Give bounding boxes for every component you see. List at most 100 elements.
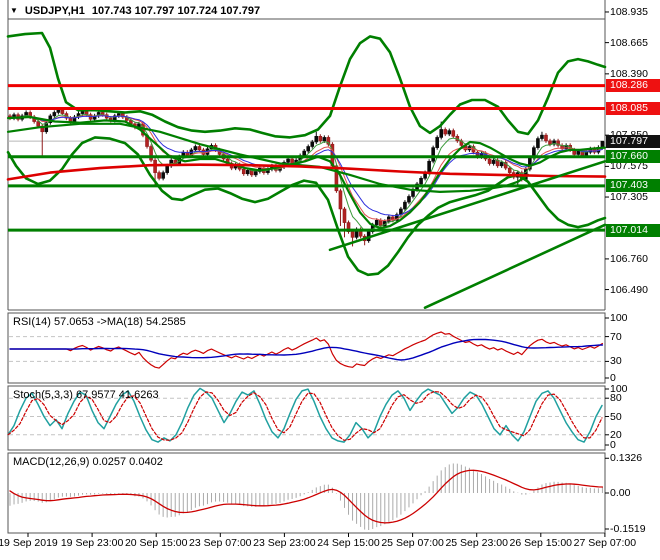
ohlc-readout: 107.743 107.797 107.724 107.797	[91, 4, 261, 17]
long-ma-red-line	[6, 163, 607, 181]
candle-body	[254, 171, 258, 176]
time-axis-label: 24 Sep 15:00	[317, 537, 380, 549]
level-price-badge: 108.085	[606, 101, 660, 115]
candle-body	[326, 137, 331, 145]
symbol-dropdown-icon[interactable]: ▼	[10, 5, 18, 15]
candle-body	[193, 146, 198, 151]
candle-body	[322, 137, 327, 142]
price-axis-label: 106.490	[610, 283, 648, 296]
candle-body	[536, 138, 540, 148]
stoch-axis-label: 80	[610, 392, 622, 405]
rsi-indicator-label: RSI(14) 57.0653 ->MA(18) 54.2585	[13, 316, 186, 328]
macd-axis-label: -0.1519	[610, 523, 646, 535]
trendline-2	[423, 223, 607, 310]
level-price-badge: 107.660	[606, 150, 660, 164]
rsi-axis-label: 30	[610, 355, 622, 368]
candle-body	[548, 140, 552, 145]
candle-body	[149, 146, 153, 161]
candle-body	[342, 208, 347, 223]
candle-body	[491, 159, 496, 164]
stoch-d-line	[7, 390, 603, 441]
price-axis-label: 106.760	[610, 252, 648, 265]
stoch-axis-label: 0	[610, 439, 616, 451]
time-axis-label: 23 Sep 07:00	[189, 537, 252, 549]
macd-axis-label: 0.00	[610, 487, 631, 499]
candle-body	[318, 135, 323, 142]
price-axis-label: 108.390	[610, 67, 648, 80]
macd-signal-line	[9, 469, 604, 524]
trendline-1	[328, 160, 607, 252]
candle-body	[439, 129, 444, 138]
stoch-indicator-label: Stoch(5,3,3) 67.9577 41.6263	[13, 389, 159, 401]
candle-body	[60, 109, 65, 114]
time-axis-label: 25 Sep 23:00	[445, 537, 508, 549]
time-axis-label: 26 Sep 15:00	[509, 537, 573, 549]
candle-body	[374, 220, 379, 226]
candle-body	[161, 172, 165, 179]
candle-body	[407, 196, 411, 203]
price-axis-label: 107.575	[610, 160, 648, 173]
stoch-axis-label: 20	[610, 428, 622, 441]
price-axis-label: 107.305	[610, 191, 648, 204]
candle-body	[419, 178, 423, 185]
candle-body	[36, 121, 41, 127]
rsi-ma-line	[9, 338, 604, 361]
time-axis-label: 19 Sep 23:00	[60, 537, 124, 549]
candle-body	[197, 146, 202, 151]
band-upper-line	[6, 31, 607, 139]
time-axis-label: 27 Sep 07:00	[573, 537, 637, 549]
main-chart-plot-area[interactable]	[8, 19, 605, 310]
candle-body	[241, 168, 246, 175]
stoch-axis-label: 50	[610, 410, 622, 423]
level-price-badge: 107.403	[606, 179, 660, 193]
chart-header: ▼ USDJPY,H1 107.743 107.797 107.724 107.…	[10, 3, 260, 18]
candle-body	[556, 140, 560, 146]
candle-body	[346, 222, 351, 232]
price-axis-label: 108.935	[610, 5, 648, 18]
candle-body	[576, 150, 581, 155]
time-axis-label: 23 Sep 23:00	[253, 537, 316, 549]
candle-body	[544, 134, 548, 142]
candle-body	[52, 112, 57, 117]
candle-body	[245, 170, 250, 175]
candle-body	[157, 172, 161, 179]
candle-body	[451, 130, 456, 137]
candle-body	[387, 216, 391, 222]
candle-body	[487, 158, 492, 164]
candle-body	[447, 130, 452, 135]
candle-body	[540, 134, 544, 139]
candle-body	[350, 231, 355, 238]
macd-axis-label: 0.1326	[610, 452, 643, 465]
rsi-panel-frame	[7, 312, 606, 384]
level-price-badge: 108.286	[606, 79, 660, 93]
time-axis-label: 19 Sep 2019	[0, 537, 58, 549]
current-price-badge: 107.797	[606, 134, 660, 148]
candle-body	[314, 135, 319, 143]
symbol-title: USDJPY,H1	[24, 4, 85, 17]
candle-body	[310, 141, 315, 147]
candle-body	[306, 146, 311, 152]
stoch-k-line	[7, 387, 603, 443]
candle-body	[499, 162, 504, 167]
time-axis-label: 25 Sep 07:00	[381, 537, 444, 549]
candle-body	[431, 147, 435, 162]
candle-body	[338, 190, 343, 210]
time-axis-label: 20 Sep 15:00	[124, 537, 188, 549]
candle-body	[435, 137, 439, 148]
rsi-axis-label: 70	[610, 330, 622, 343]
rsi-axis-label: 100	[610, 312, 628, 324]
level-price-badge: 107.014	[606, 223, 660, 237]
macd-indicator-label: MACD(12,26,9) 0.0257 0.0402	[13, 456, 163, 468]
candle-body	[56, 109, 61, 113]
stoch-panel-frame	[7, 385, 606, 451]
rsi-line	[9, 331, 604, 369]
band-mid-line	[6, 115, 607, 230]
candle-body	[403, 201, 407, 210]
candle-body	[334, 165, 339, 192]
candle-body	[552, 140, 556, 145]
stoch-axis-label: 100	[610, 383, 628, 395]
candle-body	[286, 158, 290, 163]
candle-body	[443, 129, 448, 135]
